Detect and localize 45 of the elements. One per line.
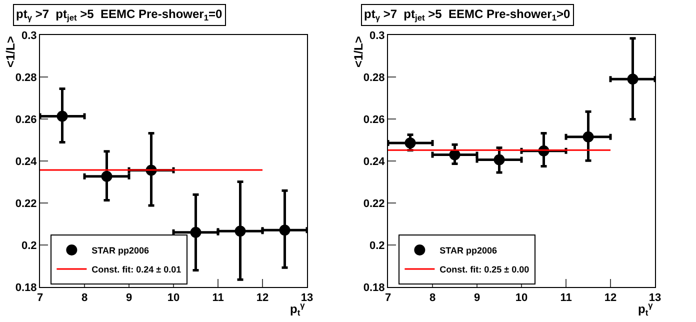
y-tick-label: 0.3 [22, 30, 37, 42]
point [234, 226, 246, 237]
y-tick-label: 0.22 [363, 198, 385, 210]
legend-label: Const. fit: 0.25 ± 0.00 [440, 264, 530, 274]
x-tick-label: 7 [384, 292, 392, 304]
y-tick-label: 0.18 [15, 282, 37, 294]
x-tick-label: 10 [515, 292, 528, 304]
y-tick-label: 0.18 [363, 282, 385, 294]
point [101, 170, 112, 182]
x-tick-label: 11 [212, 292, 224, 304]
legend-label: STAR pp2006 [440, 245, 498, 256]
y-tick-label: 0.3 [370, 30, 385, 42]
point [404, 137, 416, 148]
x-tick-label: 12 [604, 292, 617, 304]
y-tick-label: 0.2 [22, 240, 37, 252]
y-tick-label: 0.28 [363, 72, 385, 84]
y-tick-label: 0.26 [363, 114, 385, 126]
y-tick-label: 0.28 [15, 72, 37, 84]
y-tick-label: 0.24 [15, 156, 38, 168]
x-tick-label: 8 [429, 292, 436, 304]
point [56, 110, 68, 122]
point [279, 224, 290, 236]
point [494, 154, 505, 166]
chart-title: pt$_{γ}$ >7 pt$_{jet}$ >5 EEMC Pre-shower$_{1}$=0 [16, 7, 223, 23]
legend-label: STAR pp2006 [92, 245, 150, 256]
legend-label: Const. fit: 0.24 ± 0.01 [92, 264, 182, 274]
y-tick-label: 0.24 [363, 156, 386, 168]
x-tick-label: 10 [167, 292, 180, 304]
chart-title: pt$_{γ}$ >7 pt$_{jet}$ >5 EEMC Pre-shower$_{1}$>0 [364, 7, 571, 23]
x-tick-label: 9 [126, 292, 132, 304]
y-tick-label: 0.26 [15, 114, 37, 126]
y-tick-label: 0.2 [370, 240, 385, 252]
point [627, 74, 638, 85]
x-tick-label: 8 [81, 292, 88, 304]
x-tick-label: 11 [560, 292, 572, 304]
x-tick-label: 13 [300, 292, 314, 304]
y-axis-title: <1/L> [4, 36, 18, 68]
y-axis-title: <1/L> [352, 36, 366, 68]
x-tick-label: 12 [256, 292, 269, 304]
point [190, 226, 202, 238]
point [582, 131, 594, 142]
y-tick-label: 0.22 [15, 198, 37, 210]
x-tick-label: 13 [648, 292, 662, 304]
x-tick-label: 9 [474, 292, 480, 304]
x-tick-label: 7 [36, 292, 44, 304]
